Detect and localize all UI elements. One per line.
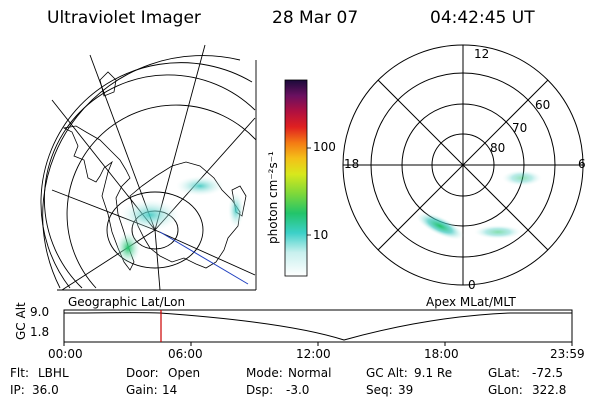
status-gain-value: 14 [162,383,178,397]
colorbar-tick-100: 100 [313,140,336,154]
status-glon-value: 322.8 [532,383,567,397]
altitude-xtick-0600: 06:00 [168,347,203,361]
status-flt-value: LBHL [38,366,69,380]
altitude-ytick-1-8: 1.8 [30,325,50,339]
status-glon-label: GLon: [488,383,523,397]
mlat-label-60: 60 [535,98,551,112]
altitude-ytick-9: 9.0 [30,305,50,319]
geographic-panel-label: Geographic Lat/Lon [68,295,186,309]
altitude-xtick-1200: 12:00 [296,347,331,361]
status-dsp-label: Dsp: [246,383,274,397]
status-seq-value: 39 [398,383,414,397]
status-seq-label: Seq: [366,383,393,397]
mlt-label-18: 18 [344,157,360,171]
altitude-xtick-2359: 23:59 [550,347,585,361]
colorbar [284,79,311,277]
status-mode-value: Normal [288,366,332,380]
coastline-antarctica [129,161,241,269]
mlt-label-6: 6 [578,157,586,171]
instrument-title: Ultraviolet Imager [47,8,201,28]
altitude-xtick-0000: 00:00 [48,347,83,361]
time-label: 04:42:45 UT [430,8,535,28]
terminator-line [159,231,249,285]
status-gcalt-value: 9.1 Re [414,366,453,380]
status-door-value: Open [168,366,201,380]
status-glat-label: GLat: [488,366,521,380]
altitude-curve [63,312,572,341]
altitude-ylabel: GC Alt [14,302,28,340]
status-ip-value: 36.0 [32,383,59,397]
mlt-label-12: 12 [474,47,490,61]
status-door-label: Door: [126,366,159,380]
mlat-label-70: 70 [512,121,528,135]
status-flt-label: Flt: [10,366,29,380]
status-glat-value: -72.5 [532,366,564,380]
status-ip-label: IP: [10,383,25,397]
altitude-xtick-1800: 18:00 [424,347,459,361]
map-latitude-circles [42,55,241,289]
date-label: 28 Mar 07 [272,8,359,28]
status-gcalt-label: GC Alt: [366,366,408,380]
colorbar-tick-10: 10 [313,228,329,242]
status-mode-label: Mode: [246,366,283,380]
apex-panel-label: Apex MLat/MLT [426,295,516,309]
mlat-label-80: 80 [490,141,506,155]
mlt-label-0: 0 [468,278,476,292]
status-gain-label: Gain: [126,383,158,397]
status-dsp-value: -3.0 [286,383,310,397]
